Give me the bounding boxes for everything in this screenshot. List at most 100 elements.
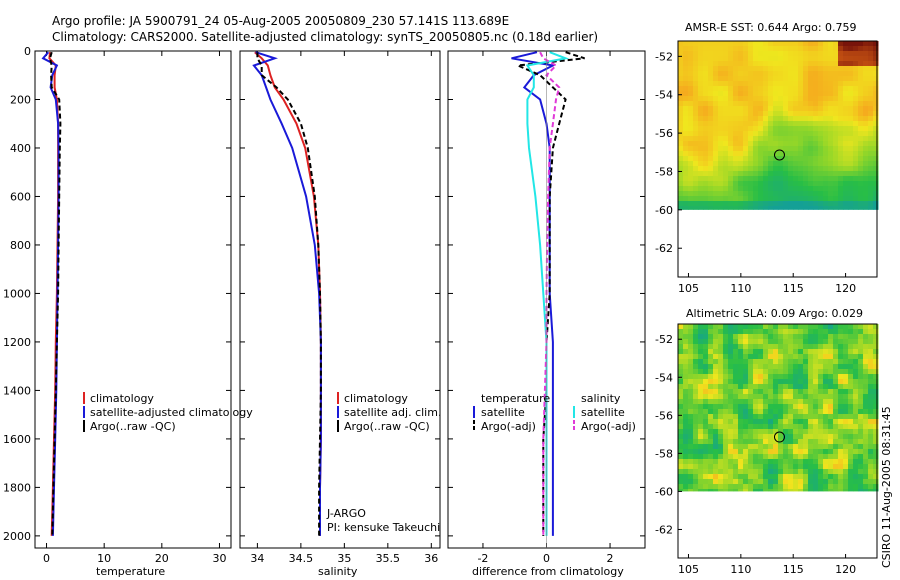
map-cell — [713, 51, 719, 57]
map-cell — [713, 324, 719, 330]
map-cell — [793, 464, 799, 470]
map-cell — [848, 131, 854, 137]
map-cell — [828, 86, 834, 92]
map-cell — [708, 334, 714, 340]
map-cell — [823, 354, 829, 360]
map-cell — [853, 196, 859, 202]
map-cell — [783, 76, 789, 82]
map-cell — [768, 394, 774, 400]
map-cell — [778, 479, 784, 485]
map-cell — [813, 161, 819, 167]
map-cell — [723, 419, 729, 425]
map-cell — [803, 121, 809, 127]
map-cell — [808, 409, 814, 415]
map-cell — [818, 439, 824, 445]
map-cell — [753, 369, 759, 375]
map-cell — [748, 111, 754, 117]
map-cell — [798, 56, 804, 62]
map-cell — [728, 449, 734, 455]
map-cell — [838, 206, 844, 210]
map-cell — [838, 131, 844, 137]
map-cell — [843, 424, 849, 430]
map-cell — [873, 424, 879, 430]
map-cell — [818, 399, 824, 405]
map-cell — [778, 86, 784, 92]
map-cell — [708, 389, 714, 395]
map-cell — [813, 344, 819, 350]
map-cell — [713, 86, 719, 92]
map-cell — [813, 484, 819, 490]
map-cell — [708, 111, 714, 117]
map-cell — [763, 344, 769, 350]
map-cell — [798, 394, 804, 400]
map-cell — [863, 146, 869, 152]
map-cell — [783, 414, 789, 420]
map-cell — [698, 101, 704, 107]
map-cell — [733, 71, 739, 77]
map-cell — [863, 369, 869, 375]
map-cell — [768, 121, 774, 127]
map-cell — [743, 464, 749, 470]
map-cell — [848, 76, 854, 82]
map-cell — [738, 364, 744, 370]
map-cell — [748, 116, 754, 122]
map-cell — [843, 474, 849, 480]
map-cell — [763, 146, 769, 152]
map-cell — [783, 394, 789, 400]
map-cell — [713, 191, 719, 197]
map-cell — [798, 126, 804, 132]
map-cell — [788, 111, 794, 117]
map-cell — [783, 71, 789, 77]
map-cell — [768, 191, 774, 197]
map-cell — [848, 201, 854, 207]
map-cell — [818, 409, 824, 415]
map-cell — [693, 369, 699, 375]
map-cell — [713, 56, 719, 62]
map-cell — [763, 469, 769, 475]
map-cell — [738, 359, 744, 365]
map-cell — [758, 151, 764, 157]
map-cell — [763, 126, 769, 132]
map-cell — [783, 464, 789, 470]
map-cell — [743, 201, 749, 207]
map-cell — [843, 131, 849, 137]
map-cell — [803, 201, 809, 207]
map-cell — [838, 46, 844, 52]
map-cell — [828, 111, 834, 117]
map-cell — [828, 334, 834, 340]
map-cell — [853, 454, 859, 460]
map-cell — [818, 394, 824, 400]
map-y-tick-label: -54 — [655, 89, 673, 102]
map-cell — [728, 191, 734, 197]
map-cell — [753, 389, 759, 395]
map-cell — [713, 46, 719, 52]
map-cell — [763, 111, 769, 117]
map-cell — [838, 409, 844, 415]
map-cell — [678, 369, 684, 375]
map-cell — [838, 146, 844, 152]
map-cell — [773, 101, 779, 107]
map-cell — [753, 51, 759, 57]
map-cell — [753, 111, 759, 117]
map-cell — [698, 329, 704, 335]
map-cell — [693, 101, 699, 107]
map-cell — [683, 46, 689, 52]
map-cell — [873, 181, 879, 187]
map-cell — [773, 86, 779, 92]
map-cell — [808, 46, 814, 52]
map-cell — [753, 71, 759, 77]
map-cell — [823, 344, 829, 350]
map-cell — [808, 76, 814, 82]
map-cell — [803, 66, 809, 72]
figure-title-line1: Argo profile: JA 5900791_24 05-Aug-2005 … — [52, 14, 509, 28]
map-cell — [868, 344, 874, 350]
map-cell — [693, 464, 699, 470]
map-cell — [833, 399, 839, 405]
map-cell — [863, 101, 869, 107]
map-cell — [783, 474, 789, 480]
map-cell — [693, 469, 699, 475]
series-line-salinity-argo-adj- — [539, 51, 561, 536]
map-cell — [693, 449, 699, 455]
map-cell — [863, 449, 869, 455]
map-cell — [838, 349, 844, 355]
